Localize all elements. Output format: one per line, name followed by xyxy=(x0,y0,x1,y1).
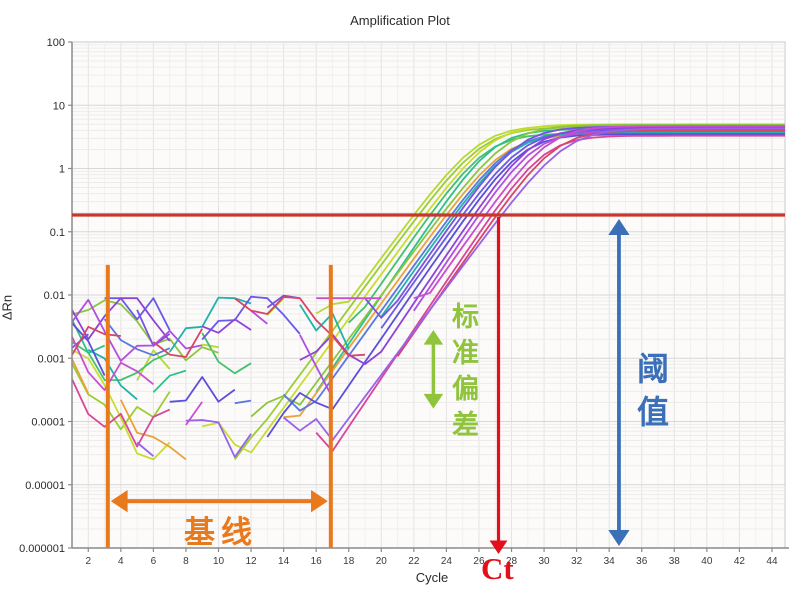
x-tick-label: 20 xyxy=(376,556,388,567)
y-tick-label: 0.00001 xyxy=(25,480,65,492)
threshold-range-arrow-head xyxy=(608,530,630,546)
amplification-curve-well-17 xyxy=(72,129,785,358)
y-tick-label: 0.000001 xyxy=(19,543,65,555)
ct-label: Ct xyxy=(481,551,514,586)
x-tick-label: 18 xyxy=(343,556,355,567)
stddev-arrow-head xyxy=(423,329,444,345)
x-tick-label: 26 xyxy=(473,556,485,567)
y-tick-label: 0.001 xyxy=(37,353,65,365)
x-tick-label: 44 xyxy=(766,556,778,567)
amplification-curve-well-15 xyxy=(72,125,785,426)
x-tick-label: 28 xyxy=(506,556,518,567)
annotation-graphics xyxy=(72,213,785,554)
ct-marker-arrow-head xyxy=(489,540,508,554)
stddev-arrow-head xyxy=(423,393,444,409)
y-tick-label: 0.1 xyxy=(50,227,65,239)
grid xyxy=(72,42,785,549)
y-tick-label: 0.0001 xyxy=(31,417,65,429)
x-tick-label: 8 xyxy=(183,556,189,567)
baseline-range-arrow-head xyxy=(311,489,328,513)
baseline-label: 基线 xyxy=(184,515,258,550)
x-tick-label: 12 xyxy=(246,556,258,567)
x-axis-title: Cycle xyxy=(415,570,449,585)
x-tick-label: 32 xyxy=(571,556,583,567)
amplification-curve-well-09 xyxy=(87,131,785,401)
x-tick-label: 36 xyxy=(636,556,648,567)
x-tick-label: 24 xyxy=(441,556,453,567)
y-tick-label: 10 xyxy=(53,100,65,112)
x-tick-label: 42 xyxy=(734,556,746,567)
amplification-curve-well-18 xyxy=(136,127,785,458)
y-tick-label: 0.01 xyxy=(44,290,65,302)
y-tick-label: 100 xyxy=(47,37,65,49)
threshold-label: 阈值 xyxy=(633,352,669,438)
x-tick-label: 34 xyxy=(604,556,616,567)
x-tick-label: 10 xyxy=(213,556,225,567)
x-tick-label: 14 xyxy=(278,556,290,567)
chart-title: Amplification Plot xyxy=(350,13,450,28)
x-tick-label: 6 xyxy=(151,556,157,567)
threshold-range-arrow-head xyxy=(608,219,630,235)
amplification-curves xyxy=(72,123,785,461)
amplification-curve-well-06 xyxy=(72,123,785,418)
baseline-range-arrow-head xyxy=(110,489,128,513)
amplification-curve-well-14 xyxy=(72,130,785,399)
x-tick-label: 22 xyxy=(408,556,420,567)
axes: 100 10 1 0.1 0.01 0.001 0.0001 0.00001 0.000001 2… xyxy=(19,37,789,567)
y-tick-label: 1 xyxy=(59,164,65,176)
stddev-label: 标准偏差 xyxy=(448,302,478,446)
x-tick-label: 16 xyxy=(311,556,323,567)
x-tick-label: 38 xyxy=(669,556,681,567)
x-tick-label: 40 xyxy=(701,556,713,567)
x-tick-label: 30 xyxy=(539,556,551,567)
x-tick-label: 2 xyxy=(85,556,91,567)
x-tick-label: 4 xyxy=(118,556,124,567)
